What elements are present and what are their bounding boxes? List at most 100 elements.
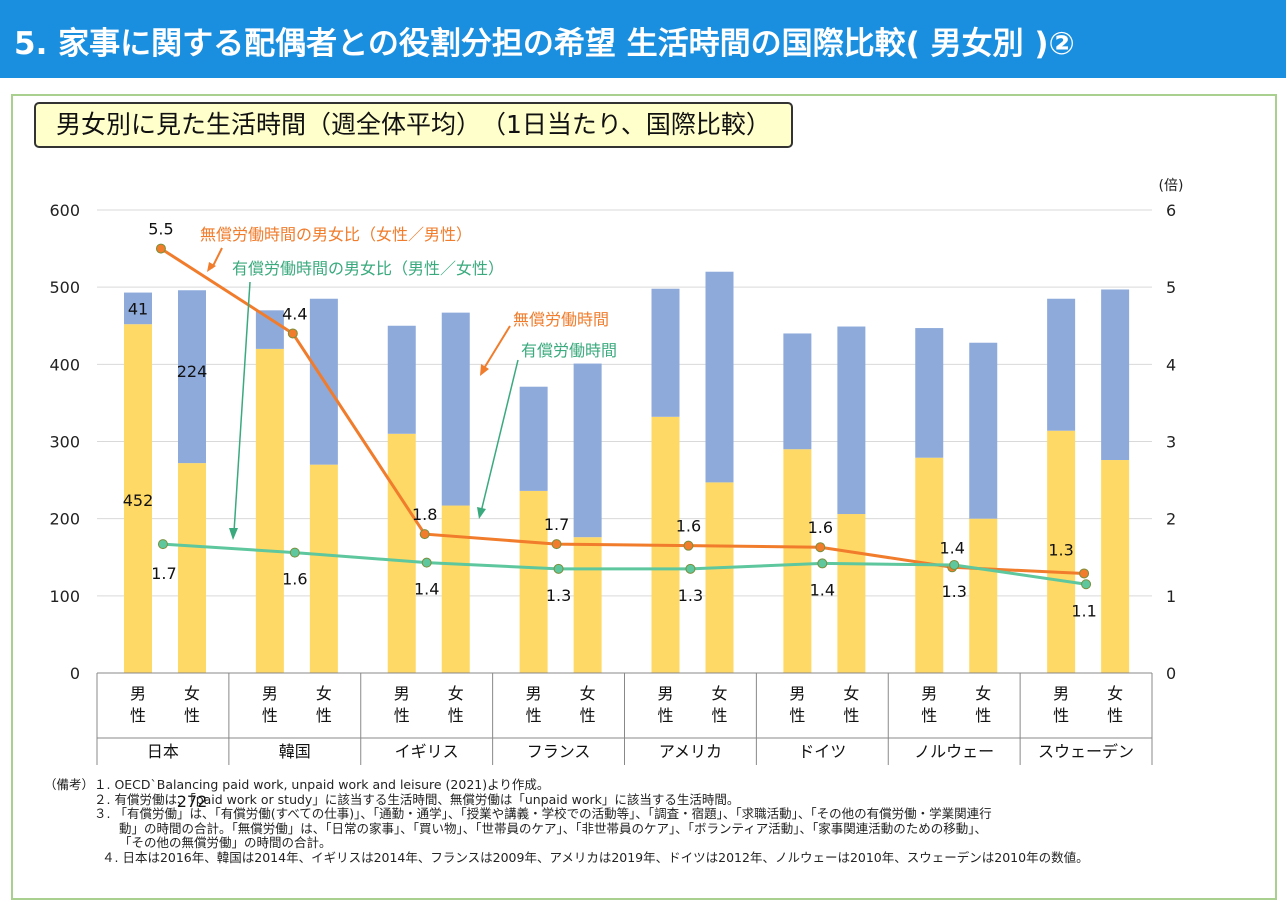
sex-label: 性 <box>1053 706 1069 725</box>
bar-unpaid <box>387 433 416 673</box>
left-tick-label: 300 <box>49 433 80 452</box>
ratio-value-label: 1.6 <box>676 517 701 536</box>
ratio-value-label: 1.4 <box>939 538 964 557</box>
sex-label: 男 <box>657 684 673 703</box>
paid-ratio-line <box>162 542 1087 586</box>
annotation-arrowhead <box>207 262 216 272</box>
bar-unpaid <box>519 490 548 673</box>
sex-label: 男 <box>1053 684 1069 703</box>
bar-paid <box>124 292 152 325</box>
bar-unpaid <box>1047 430 1076 673</box>
paid-ratio-point <box>685 563 696 574</box>
ratio-value-label: 1.8 <box>412 505 437 524</box>
header-bar: 5. 家事に関する配偶者との役割分担の希望 生活時間の国際比較( 男女別 )② <box>0 0 1286 78</box>
ratio-value-label: 4.4 <box>282 304 307 323</box>
bar-paid <box>837 326 866 515</box>
unpaid-ratio-point <box>815 542 826 553</box>
sex-label: 性 <box>921 706 937 725</box>
bar-unpaid <box>255 348 284 673</box>
bar-paid <box>705 271 734 483</box>
unpaid-ratio-point <box>287 328 298 339</box>
right-tick-label: 6 <box>1166 201 1176 220</box>
sex-label: 性 <box>789 706 805 725</box>
unpaid-ratio-point <box>683 540 694 551</box>
bar-paid <box>387 325 416 434</box>
paid-ratio-point <box>949 559 960 570</box>
sex-label: 性 <box>657 706 673 725</box>
bar-paid <box>519 386 548 491</box>
paid-ratio-point <box>421 557 432 568</box>
sex-label: 性 <box>448 706 464 725</box>
unpaid-ratio-point <box>1079 568 1090 579</box>
ratio-value-label: 1.6 <box>282 570 307 589</box>
bar-unpaid <box>705 482 734 673</box>
unpaid-ratio-point <box>419 529 430 540</box>
unpaid-ratio-point <box>551 539 562 550</box>
annotation-arrow <box>211 247 223 269</box>
ratio-value-label: 5.5 <box>148 220 173 239</box>
bar-paid <box>441 312 470 506</box>
annotation-unpaid-ratio: 無償労働時間の男女比（女性／男性） <box>200 225 472 244</box>
country-label: アメリカ <box>659 742 722 761</box>
ratio-value-label: 1.3 <box>678 586 703 605</box>
sex-label: 男 <box>130 684 146 703</box>
ratio-value-label: 1.3 <box>1048 540 1073 559</box>
bar-paid <box>255 310 284 349</box>
left-tick-label: 200 <box>49 510 80 529</box>
bar-unpaid <box>783 449 812 673</box>
right-tick-label: 4 <box>1166 355 1176 374</box>
sex-label: 性 <box>184 706 200 725</box>
annotation-arrowhead <box>480 364 489 376</box>
right-tick-label: 5 <box>1166 278 1176 297</box>
bar-paid <box>178 290 206 464</box>
country-label: スウェーデン <box>1038 742 1134 761</box>
paid-ratio-point <box>157 539 168 550</box>
page-title: 5. 家事に関する配偶者との役割分担の希望 生活時間の国際比較( 男女別 )② <box>14 26 1075 62</box>
note-line: （備考）１. OECD`Balancing paid work, unpaid … <box>44 777 550 792</box>
ratio-value-label: 1.3 <box>941 582 966 601</box>
bar-value-label: 41 <box>128 299 148 318</box>
country-label: 韓国 <box>279 742 311 761</box>
sex-label: 性 <box>975 706 991 725</box>
ratio-value-label: 1.3 <box>546 586 571 605</box>
right-tick-label: 0 <box>1166 664 1176 683</box>
sex-label: 男 <box>526 684 542 703</box>
right-axis-unit: (倍) <box>1159 178 1184 194</box>
bar-unpaid <box>309 464 338 673</box>
sex-label: 性 <box>394 706 410 725</box>
note-line: 動」の時間の合計。「無償労働」は、「日常の家事」、「買い物」、「世帯員のケア」、… <box>119 820 988 836</box>
note-line: 「その他の無償労働」の時間の合計。 <box>119 835 332 851</box>
bar-unpaid <box>837 514 866 673</box>
sex-label: 女 <box>580 684 596 703</box>
sex-label: 男 <box>394 684 410 703</box>
country-label: フランス <box>527 742 591 761</box>
bar-unpaid <box>178 463 206 673</box>
left-tick-label: 400 <box>49 355 80 374</box>
note-line: ２. 有償労働は、「paid work or study」に該当する生活時間、無… <box>94 791 740 807</box>
sex-label: 性 <box>843 706 859 725</box>
bar-paid <box>1047 298 1076 431</box>
chart-subtitle: 男女別に見た生活時間（週全体平均） （1日当たり、国際比較） <box>34 102 793 148</box>
bar-value-label: 272 <box>177 792 208 811</box>
annotation-arrow <box>233 281 251 533</box>
sex-label: 性 <box>526 706 542 725</box>
note-line: ４. 日本は2016年、韓国は2014年、イギリスは2014年、フランスは200… <box>102 849 1089 865</box>
sex-label: 男 <box>921 684 937 703</box>
sex-label: 女 <box>316 684 332 703</box>
right-tick-label: 2 <box>1166 510 1176 529</box>
bar-paid <box>969 342 998 519</box>
bar-paid <box>573 363 602 538</box>
left-tick-label: 500 <box>49 278 80 297</box>
ratio-value-label: 1.4 <box>414 580 439 599</box>
sex-label: 性 <box>130 706 146 725</box>
sex-label: 性 <box>262 706 278 725</box>
note-line: ３. 「有償労働」は、「有償労働(すべての仕事)」、「通勤・通学」、「授業や講義… <box>94 806 992 822</box>
annotation-arrowhead <box>229 528 238 540</box>
bar-unpaid <box>1101 460 1130 673</box>
country-label: イギリス <box>395 742 459 761</box>
sex-label: 女 <box>975 684 991 703</box>
sex-label: 女 <box>711 684 727 703</box>
ratio-value-label: 1.7 <box>151 564 176 583</box>
annotation-unpaid-time: 無償労働時間 <box>513 310 609 329</box>
ratio-value-label: 1.1 <box>1071 601 1096 620</box>
